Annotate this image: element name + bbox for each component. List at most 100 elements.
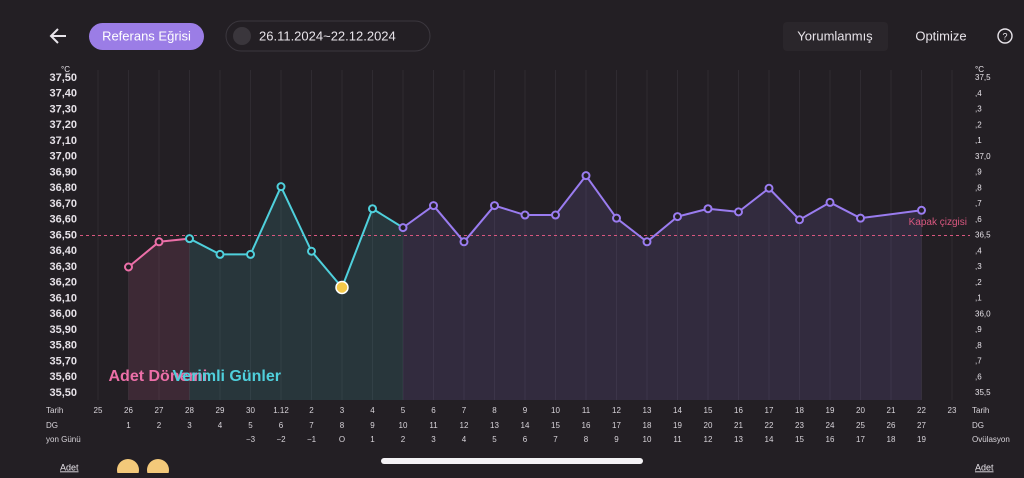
area-segment	[738, 188, 769, 400]
area-segment	[799, 202, 830, 400]
temperature-point	[612, 213, 621, 223]
line-segment	[280, 186, 313, 252]
row-cell: 17	[765, 406, 774, 415]
temperature-point	[368, 204, 377, 214]
temperature-point	[335, 280, 349, 295]
y-tick-label: 36,70	[49, 198, 77, 210]
temperature-point	[642, 237, 652, 247]
row-cell: 2	[401, 435, 406, 444]
line-segment	[341, 208, 374, 288]
row-cell: 20	[856, 406, 865, 415]
row-cell: 5	[492, 435, 497, 444]
y2-tick-label: 37,5	[975, 73, 991, 82]
row-cell: 11	[673, 435, 682, 444]
y2-tick-label: ,8	[975, 183, 982, 192]
line-segment	[371, 207, 404, 229]
area-segment	[403, 205, 434, 400]
row-cell: 2	[309, 406, 314, 415]
row-cell: 16	[826, 435, 835, 444]
row-cell: 5	[248, 421, 253, 430]
temperature-point	[520, 210, 530, 220]
row-cell: 23	[795, 421, 804, 430]
area-segment	[250, 186, 281, 400]
row-cell: 22	[917, 406, 926, 415]
y2-tick-label: ,1	[975, 136, 982, 145]
row-cell: 23	[948, 406, 957, 415]
row-cell: 2	[157, 421, 162, 430]
y-tick-label: 36,60	[49, 214, 77, 226]
row-cell: 18	[643, 421, 652, 430]
temperature-point	[856, 213, 865, 223]
y2-tick-label: ,3	[975, 105, 982, 114]
y2-tick-label: ,7	[975, 357, 982, 366]
temperature-point	[795, 215, 804, 225]
y-tick-label: 36,40	[49, 245, 77, 257]
tab-interpreted[interactable]: Yorumlanmış	[797, 28, 873, 43]
row-cell: 11	[582, 406, 591, 415]
row-cell: 27	[155, 406, 164, 415]
area-segment	[525, 215, 556, 400]
area-segment	[860, 210, 922, 400]
row-cell: 14	[673, 406, 682, 415]
row-label-left: yon Günü	[46, 435, 81, 444]
row-cell: −2	[276, 435, 286, 444]
row-cell: 14	[765, 435, 774, 444]
tab-optimize[interactable]: Optimize	[915, 28, 966, 43]
line-segment	[737, 187, 770, 213]
row-cell: 21	[887, 406, 896, 415]
row-cell: 15	[551, 421, 560, 430]
row-label-right: DG	[972, 421, 984, 430]
row-cell: 17	[856, 435, 865, 444]
line-segment	[189, 237, 221, 256]
row-cell: 12	[612, 406, 621, 415]
line-segment	[432, 204, 465, 243]
line-segment	[585, 175, 618, 219]
y2-tick-label: ,6	[975, 372, 982, 381]
row-cell: 6	[523, 435, 528, 444]
temperature-point	[185, 234, 194, 244]
row-cell: 12	[460, 421, 469, 430]
row-cell: 9	[614, 435, 619, 444]
reference-button[interactable]	[89, 23, 204, 50]
area-segment	[464, 205, 495, 400]
row-cell: 4	[370, 406, 375, 415]
date-range-picker[interactable]	[225, 20, 431, 52]
row-cell: 24	[826, 421, 835, 430]
row-cell: 25	[856, 421, 865, 430]
area-segment	[494, 205, 525, 400]
row-cell: 10	[551, 406, 560, 415]
temperature-point	[429, 201, 438, 211]
row-cell: 10	[643, 435, 652, 444]
area-segment	[159, 238, 190, 400]
unit-right: °C	[975, 65, 984, 74]
row-cell: 16	[734, 406, 743, 415]
footer-right[interactable]: Adet	[975, 462, 994, 472]
row-cell: −3	[246, 435, 256, 444]
area-segment	[708, 208, 739, 400]
footer-left[interactable]: Adet	[60, 462, 79, 472]
back-button[interactable]	[49, 28, 66, 44]
y-tick-label: 37,40	[49, 88, 77, 100]
help-button[interactable]	[997, 28, 1013, 44]
temperature-point	[154, 237, 164, 247]
row-label-right: Ovülasyon	[972, 435, 1010, 444]
mood-icon[interactable]	[117, 459, 139, 478]
y-tick-label: 35,70	[49, 355, 77, 367]
area-segment	[281, 186, 312, 400]
row-cell: 7	[462, 406, 467, 415]
row-cell: 3	[187, 421, 192, 430]
row-cell: 1.12	[273, 406, 289, 415]
y2-tick-label: 35,5	[975, 388, 991, 397]
temperature-point	[917, 205, 926, 215]
area-segment	[586, 175, 617, 400]
row-cell: −1	[307, 435, 317, 444]
temperature-point	[215, 249, 225, 259]
mood-icon[interactable]	[147, 459, 169, 478]
row-cell: 12	[704, 435, 713, 444]
row-cell: 15	[704, 406, 713, 415]
y2-tick-label: ,2	[975, 278, 982, 287]
y2-tick-label: ,9	[975, 168, 982, 177]
row-cell: 4	[218, 421, 223, 430]
row-label-left: DG	[46, 421, 58, 430]
row-cell: 7	[553, 435, 558, 444]
